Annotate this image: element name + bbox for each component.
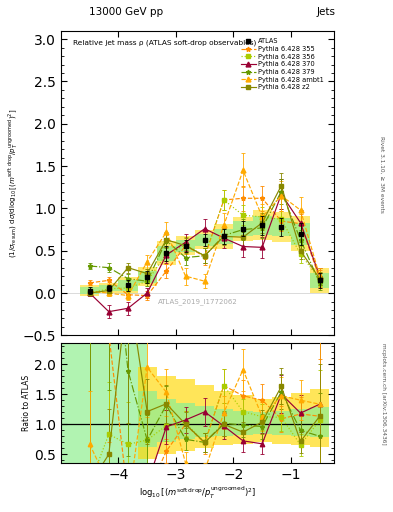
Bar <box>253 412 272 435</box>
Bar <box>310 408 329 437</box>
Bar <box>253 216 272 234</box>
Bar <box>138 367 157 459</box>
Bar <box>272 212 291 242</box>
Bar <box>195 234 214 246</box>
Text: Jets: Jets <box>317 7 336 17</box>
Bar <box>80 285 99 296</box>
Bar <box>291 393 310 445</box>
Bar <box>176 379 195 452</box>
Bar <box>214 224 233 248</box>
Bar <box>272 218 291 237</box>
Bar <box>138 271 157 283</box>
Bar <box>195 230 214 249</box>
Text: Relative jet mass ρ (ATLAS soft-drop observables): Relative jet mass ρ (ATLAS soft-drop obs… <box>73 40 256 47</box>
Bar <box>291 216 310 251</box>
Bar <box>157 241 176 265</box>
Bar <box>233 395 253 443</box>
Bar <box>291 223 310 245</box>
Bar <box>310 268 329 292</box>
Y-axis label: Ratio to ATLAS: Ratio to ATLAS <box>22 375 31 431</box>
Text: Rivet 3.1.10, ≥ 3M events: Rivet 3.1.10, ≥ 3M events <box>379 136 384 212</box>
Bar <box>214 409 233 436</box>
Bar <box>176 240 195 251</box>
Bar <box>157 376 176 454</box>
Bar <box>176 236 195 255</box>
Text: 13000 GeV pp: 13000 GeV pp <box>89 7 163 17</box>
Bar <box>214 391 233 445</box>
Bar <box>61 343 147 463</box>
Text: mcplots.cern.ch [arXiv:1306.3436]: mcplots.cern.ch [arXiv:1306.3436] <box>381 344 386 445</box>
Bar <box>214 229 233 244</box>
Text: ATLAS_2019_I1772062: ATLAS_2019_I1772062 <box>158 298 237 305</box>
Bar <box>233 411 253 435</box>
Bar <box>253 399 272 442</box>
Legend: ATLAS, Pythia 6.428 355, Pythia 6.428 356, Pythia 6.428 370, Pythia 6.428 379, P: ATLAS, Pythia 6.428 355, Pythia 6.428 35… <box>239 37 325 92</box>
Bar <box>310 389 329 447</box>
Bar <box>118 278 138 293</box>
Bar <box>99 283 118 293</box>
Bar <box>99 285 118 291</box>
Bar <box>233 221 253 237</box>
Bar <box>80 287 99 294</box>
Bar <box>195 385 214 449</box>
Bar <box>291 409 310 436</box>
Y-axis label: $(1/\sigma_{\mathrm{resum}})\ \mathrm{d}\sigma/\mathrm{d}\log_{10}$$[(m^{\mathrm: $(1/\sigma_{\mathrm{resum}})\ \mathrm{d}… <box>6 109 20 258</box>
Bar <box>157 399 176 442</box>
Bar <box>272 397 291 443</box>
Bar <box>310 273 329 288</box>
X-axis label: $\log_{10}[(m^{\rm soft\,drop}/p_T^{\rm ungroomed})^2]$: $\log_{10}[(m^{\rm soft\,drop}/p_T^{\rm … <box>139 485 256 501</box>
Bar <box>138 391 157 447</box>
Bar <box>253 210 272 240</box>
Bar <box>118 281 138 290</box>
Bar <box>138 267 157 286</box>
Bar <box>233 217 253 241</box>
Bar <box>272 411 291 435</box>
Bar <box>195 406 214 437</box>
Bar <box>157 246 176 261</box>
Bar <box>176 402 195 439</box>
